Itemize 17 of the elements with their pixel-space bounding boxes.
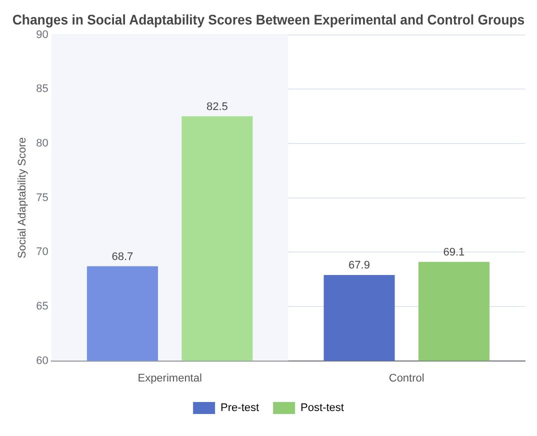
x-tick-label: Experimental [138, 372, 202, 384]
chart-title: Changes in Social Adaptability Scores Between Experimental and Control Groups [12, 12, 525, 28]
y-tick-label: 75 [36, 192, 48, 204]
y-tick-label: 65 [36, 300, 48, 312]
x-tick-label: Control [388, 372, 424, 384]
y-tick-label: 60 [36, 354, 48, 367]
y-tick-label: 70 [36, 246, 48, 258]
data-label: 82.5 [206, 100, 228, 113]
y-tick-label: 90 [36, 28, 48, 41]
data-label: 69.1 [443, 246, 465, 258]
y-tick-label: 85 [36, 83, 48, 96]
data-label: 67.9 [348, 259, 370, 272]
y-axis-title: Social Adaptability Score [16, 137, 29, 258]
legend-label: Pre-test [220, 402, 260, 414]
legend-label: Post-test [300, 402, 344, 414]
data-label: 68.7 [112, 250, 134, 263]
y-tick-label: 80 [36, 138, 48, 150]
